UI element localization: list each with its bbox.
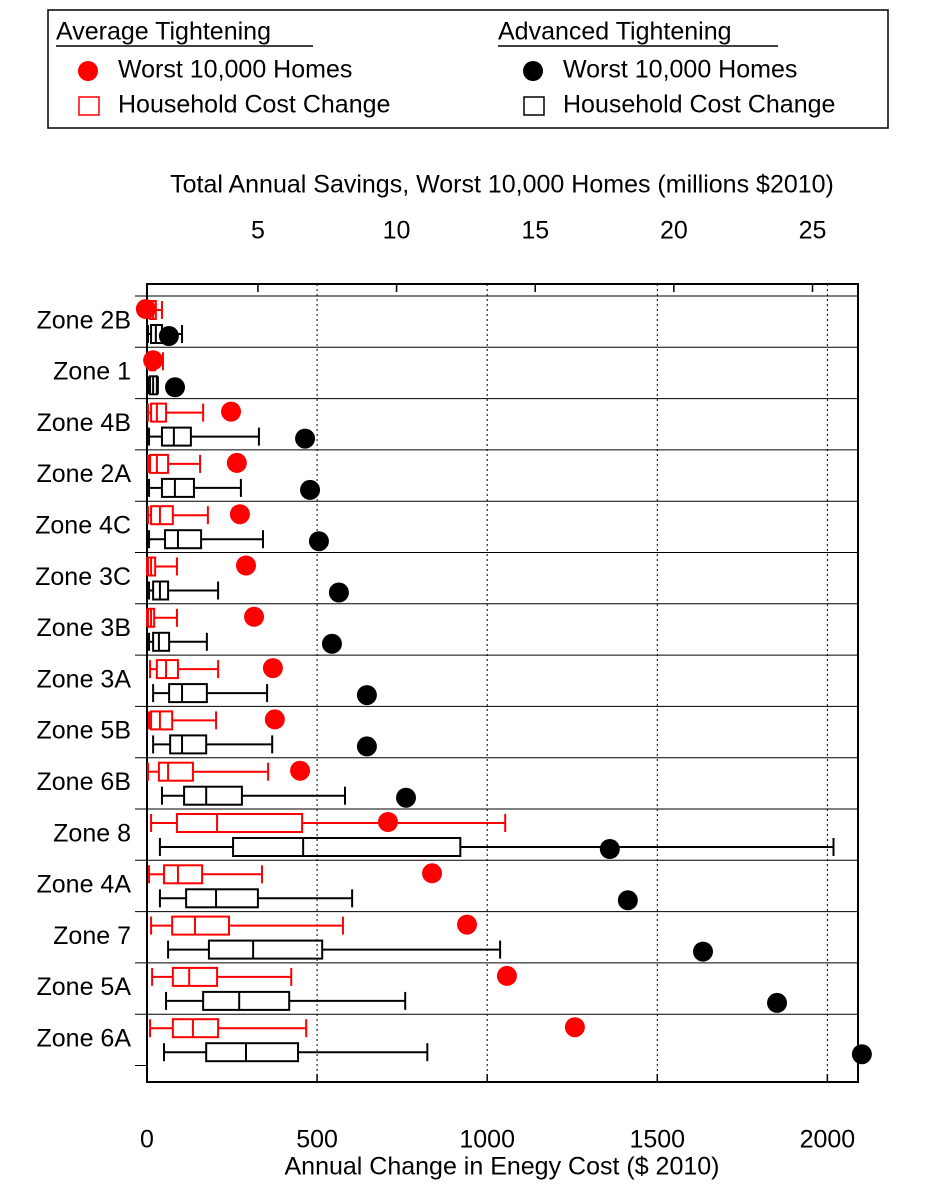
box bbox=[183, 785, 243, 806]
point bbox=[262, 658, 283, 679]
x2-tick-label: 25 bbox=[799, 217, 827, 245]
y-tick-label: Zone 2A bbox=[36, 460, 131, 488]
box bbox=[150, 505, 174, 526]
point bbox=[564, 1017, 585, 1038]
plot-frame bbox=[146, 283, 859, 1083]
y-tick-label: Zone 4C bbox=[35, 511, 131, 539]
box bbox=[164, 529, 203, 550]
y-tick-label: Zone 8 bbox=[53, 819, 131, 847]
box bbox=[171, 915, 230, 936]
box bbox=[169, 734, 208, 755]
legend-group-title: Average Tightening bbox=[56, 18, 271, 46]
point bbox=[851, 1044, 872, 1065]
box bbox=[171, 966, 219, 987]
point bbox=[264, 709, 285, 730]
legend-symbol bbox=[78, 61, 98, 81]
box bbox=[207, 939, 324, 960]
box bbox=[152, 631, 171, 652]
y-tick-label: Zone 1 bbox=[53, 358, 131, 386]
x-tick-label: 1000 bbox=[459, 1126, 515, 1154]
y-tick-label: Zone 4B bbox=[36, 409, 131, 437]
x-tick-label: 1500 bbox=[629, 1126, 685, 1154]
point bbox=[617, 890, 638, 911]
box bbox=[160, 426, 192, 447]
y-tick-label: Zone 3B bbox=[36, 614, 131, 642]
y-tick-label: Zone 6B bbox=[36, 768, 131, 796]
legend-symbol bbox=[523, 96, 545, 116]
point bbox=[328, 582, 349, 603]
legend-group-title: Advanced Tightening bbox=[498, 18, 732, 46]
box bbox=[168, 683, 208, 704]
point bbox=[599, 839, 620, 859]
box bbox=[171, 1018, 220, 1039]
box bbox=[155, 659, 179, 680]
legend-box bbox=[47, 9, 889, 129]
point bbox=[290, 760, 311, 781]
point bbox=[457, 914, 478, 935]
point bbox=[356, 736, 377, 757]
legend-label: Worst 10,000 Homes bbox=[563, 56, 797, 84]
x-tick-label: 0 bbox=[140, 1126, 154, 1154]
y-tick-label: Zone 6A bbox=[36, 1024, 131, 1052]
y-tick-label: Zone 3C bbox=[35, 563, 131, 591]
point bbox=[165, 377, 186, 398]
x2-axis-title: Total Annual Savings, Worst 10,000 Homes… bbox=[170, 171, 834, 199]
point bbox=[300, 479, 321, 500]
legend-label: Household Cost Change bbox=[118, 91, 390, 119]
point bbox=[767, 992, 788, 1013]
box bbox=[163, 864, 204, 885]
box bbox=[202, 990, 291, 1011]
point bbox=[143, 350, 164, 371]
point bbox=[422, 863, 443, 884]
legend-label: Worst 10,000 Homes bbox=[118, 56, 352, 84]
box bbox=[185, 888, 259, 909]
point bbox=[158, 326, 179, 346]
legend-symbol bbox=[78, 96, 100, 116]
point bbox=[244, 606, 265, 627]
legend-symbol bbox=[523, 61, 543, 81]
x2-tick-label: 20 bbox=[660, 217, 688, 245]
x-axis-title: Annual Change in Enegy Cost ($ 2010) bbox=[284, 1153, 719, 1181]
box bbox=[175, 813, 304, 833]
point bbox=[377, 812, 398, 832]
box bbox=[232, 837, 462, 857]
y-tick-label: Zone 2B bbox=[36, 306, 131, 334]
y-tick-label: Zone 5A bbox=[36, 973, 131, 1001]
box bbox=[150, 402, 168, 423]
x-tick-label: 500 bbox=[296, 1126, 338, 1154]
box bbox=[149, 453, 170, 474]
point bbox=[692, 941, 713, 962]
y-tick-label: Zone 3A bbox=[36, 665, 131, 693]
x2-tick-label: 5 bbox=[251, 217, 265, 245]
box bbox=[157, 761, 194, 782]
point bbox=[395, 787, 416, 808]
point bbox=[229, 504, 250, 525]
point bbox=[226, 452, 247, 473]
point bbox=[295, 428, 316, 449]
y-tick-label: Zone 4A bbox=[36, 871, 131, 899]
point bbox=[356, 685, 377, 706]
box bbox=[205, 1042, 300, 1063]
point bbox=[221, 401, 242, 422]
box bbox=[150, 710, 174, 731]
x-tick-label: 2000 bbox=[800, 1126, 856, 1154]
x2-tick-label: 15 bbox=[521, 217, 549, 245]
legend-label: Household Cost Change bbox=[563, 91, 835, 119]
point bbox=[321, 633, 342, 654]
point bbox=[496, 965, 517, 986]
point bbox=[235, 555, 256, 576]
x2-tick-label: 10 bbox=[383, 217, 411, 245]
point bbox=[308, 531, 329, 552]
point bbox=[135, 299, 156, 319]
box bbox=[160, 477, 195, 498]
y-tick-label: Zone 7 bbox=[53, 922, 131, 950]
y-tick-label: Zone 5B bbox=[36, 717, 131, 745]
